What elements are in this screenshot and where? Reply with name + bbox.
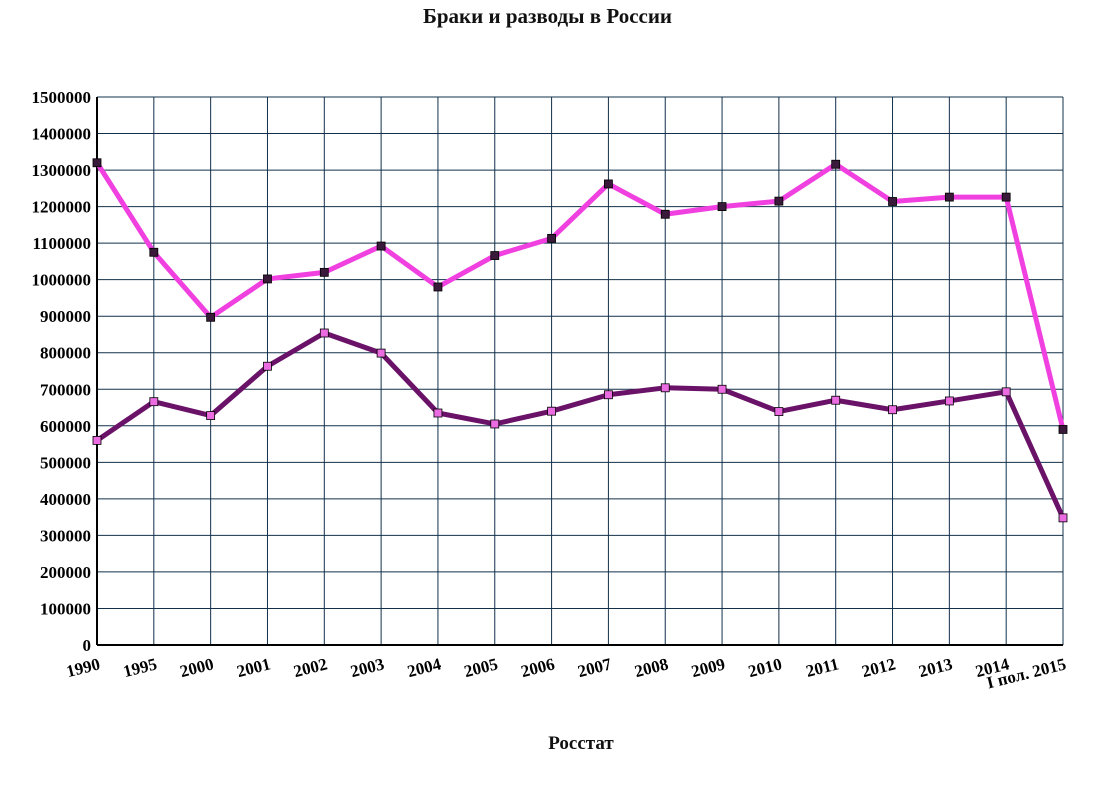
x-tick-label: 2008	[633, 654, 671, 681]
data-point	[263, 361, 272, 371]
y-tick-label: 200000	[40, 563, 91, 582]
x-tick-label: 1995	[121, 654, 159, 681]
y-tick-label: 1300000	[32, 161, 92, 180]
x-tick-label: 2009	[689, 654, 727, 681]
data-point	[888, 197, 897, 206]
x-tick-label: 2005	[462, 654, 500, 681]
x-tick-label: 2011	[804, 654, 841, 680]
data-point	[206, 411, 216, 420]
data-point	[92, 436, 102, 445]
y-tick-label: 800000	[40, 344, 91, 363]
data-point	[149, 397, 159, 407]
x-tick-label: 2004	[405, 654, 443, 681]
x-tick-label: 2003	[348, 654, 386, 681]
data-point	[490, 251, 500, 260]
data-point	[1058, 513, 1068, 523]
data-point	[604, 390, 613, 400]
x-tick-label: 2002	[292, 654, 330, 681]
data-point	[547, 233, 556, 243]
x-tick-label: 2000	[178, 654, 216, 681]
data-point	[490, 419, 500, 429]
data-point	[547, 406, 556, 416]
data-point	[376, 241, 386, 251]
y-tick-label: 400000	[40, 490, 91, 509]
y-tick-label: 600000	[40, 417, 91, 436]
x-tick-label: 1990	[64, 654, 102, 681]
data-point	[433, 408, 443, 418]
series-line-2	[95, 330, 1066, 519]
data-point	[717, 384, 727, 394]
x-tick-label: 2006	[519, 654, 557, 681]
x-tick-label: 2010	[746, 654, 784, 681]
y-tick-label: 0	[83, 636, 92, 655]
y-tick-label: 1100000	[32, 234, 91, 253]
x-tick-label: 2012	[860, 654, 898, 681]
data-point	[1001, 192, 1011, 202]
source-label: Росстат	[548, 733, 614, 754]
data-point	[944, 396, 954, 406]
data-point	[660, 383, 670, 393]
y-tick-label: 500000	[40, 453, 91, 472]
data-point	[660, 209, 670, 219]
series-line-1	[94, 161, 1066, 431]
y-tick-label: 700000	[40, 380, 91, 399]
data-point	[319, 267, 329, 277]
x-tick-label: 2001	[235, 654, 273, 681]
data-point	[774, 196, 784, 206]
y-tick-label: 100000	[40, 599, 91, 618]
x-tick-label: 2007	[576, 654, 614, 681]
data-point	[604, 179, 613, 189]
data-point	[433, 282, 443, 292]
y-tick-label: 1400000	[32, 125, 92, 144]
data-point	[319, 328, 329, 338]
chart-title: Браки и разводы в России	[422, 4, 673, 28]
y-tick-label: 1200000	[32, 198, 92, 217]
data-point	[1001, 387, 1011, 397]
data-point	[831, 159, 841, 169]
data-point	[888, 405, 897, 415]
x-tick-label: 2013	[917, 654, 955, 681]
data-point	[376, 348, 386, 358]
data-point	[206, 312, 216, 322]
data-point	[831, 395, 841, 405]
y-tick-label: 300000	[40, 526, 91, 545]
data-point	[774, 407, 784, 416]
data-point	[717, 202, 727, 212]
data-point	[263, 274, 272, 284]
data-point	[92, 158, 102, 168]
y-tick-label: 1500000	[32, 88, 92, 107]
y-tick-label: 900000	[40, 307, 91, 326]
y-tick-label: 1000000	[32, 271, 92, 290]
data-point	[944, 192, 954, 202]
data-point	[149, 247, 159, 257]
data-point	[1058, 425, 1068, 434]
